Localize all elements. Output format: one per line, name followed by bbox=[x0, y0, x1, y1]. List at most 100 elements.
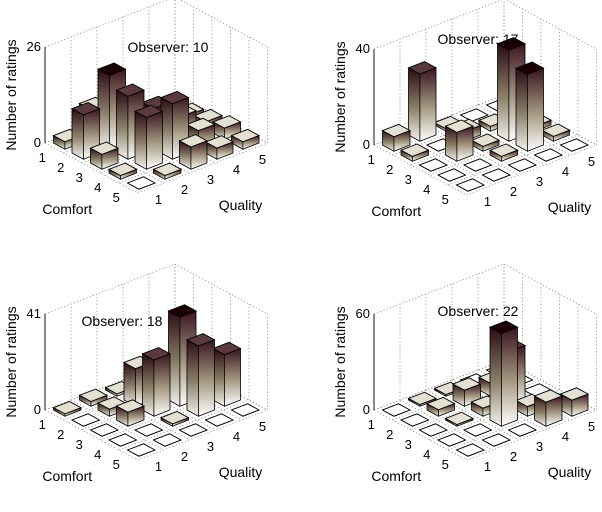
x-axis-label: Comfort bbox=[42, 468, 92, 484]
x-axis-label: Comfort bbox=[371, 203, 421, 219]
y-tick-label: 5 bbox=[259, 152, 266, 167]
z-tick-label: 26 bbox=[27, 39, 41, 54]
bar-comfort-5-quality-5 bbox=[230, 128, 261, 150]
bar-comfort-5-quality-4 bbox=[204, 413, 235, 427]
y-tick-label: 1 bbox=[155, 459, 162, 474]
bar-comfort-5-quality-1 bbox=[455, 443, 486, 457]
y-axis-label: Quality bbox=[219, 197, 263, 213]
chart-title: Observer: 17 bbox=[438, 31, 519, 47]
bar-comfort-1-quality-1 bbox=[381, 123, 412, 152]
x-tick-label: 3 bbox=[405, 437, 412, 452]
z-axis-label: Number of ratings bbox=[3, 306, 19, 417]
y-tick-label: 4 bbox=[233, 162, 240, 177]
bar-comfort-3-quality-1 bbox=[418, 423, 449, 437]
y-tick-label: 4 bbox=[233, 429, 240, 444]
bar-comfort-4-quality-3 bbox=[488, 143, 519, 162]
bar-comfort-5-quality-1 bbox=[126, 176, 157, 190]
x-tick-label: 2 bbox=[386, 427, 393, 442]
bar-comfort-3-quality-3 bbox=[470, 133, 501, 152]
bar-comfort-5-quality-4 bbox=[533, 389, 564, 427]
bar-comfort-5-quality-4 bbox=[204, 135, 235, 160]
z-tick-label: 0 bbox=[34, 135, 41, 150]
bar-comfort-4-quality-2 bbox=[133, 104, 164, 170]
y-tick-label: 2 bbox=[181, 449, 188, 464]
bar-comfort-4-quality-1 bbox=[107, 433, 138, 447]
y-tick-label: 3 bbox=[536, 439, 543, 454]
y-tick-label: 3 bbox=[536, 174, 543, 189]
bar-comfort-5-quality-1 bbox=[126, 443, 157, 457]
bar-comfort-1-quality-2 bbox=[78, 388, 109, 407]
bar-comfort-2-quality-1 bbox=[70, 413, 101, 427]
bar-comfort-3-quality-1 bbox=[89, 423, 120, 437]
y-tick-label: 2 bbox=[510, 449, 517, 464]
bar-comfort-4-quality-1 bbox=[436, 168, 467, 182]
x-tick-label: 4 bbox=[423, 447, 430, 462]
bar-comfort-5-quality-4 bbox=[533, 148, 564, 162]
bars bbox=[52, 62, 261, 190]
y-tick-label: 5 bbox=[588, 419, 595, 434]
x-tick-label: 3 bbox=[76, 437, 83, 452]
bar-comfort-5-quality-2 bbox=[481, 168, 512, 182]
x-tick-label: 5 bbox=[113, 190, 120, 205]
bars bbox=[381, 320, 590, 457]
x-tick-label: 3 bbox=[76, 170, 83, 185]
bar-comfort-5-quality-3 bbox=[507, 423, 538, 437]
x-axis-label: Comfort bbox=[371, 468, 421, 484]
y-tick-label: 2 bbox=[181, 182, 188, 197]
chart-title: Observer: 10 bbox=[128, 39, 209, 55]
bar-comfort-4-quality-2 bbox=[462, 423, 493, 437]
z-tick-label: 0 bbox=[363, 137, 370, 152]
chart-title: Observer: 18 bbox=[82, 313, 163, 329]
x-tick-label: 1 bbox=[368, 152, 375, 167]
y-tick-label: 1 bbox=[484, 194, 491, 209]
z-axis-label: Number of ratings bbox=[3, 39, 19, 150]
y-tick-label: 4 bbox=[562, 164, 569, 179]
bar-comfort-4-quality-2 bbox=[462, 158, 493, 172]
bar-comfort-5-quality-1 bbox=[455, 178, 486, 192]
bar-comfort-3-quality-2 bbox=[115, 399, 146, 427]
y-tick-label: 1 bbox=[484, 459, 491, 474]
bar-comfort-2-quality-1 bbox=[399, 143, 430, 162]
bar-comfort-4-quality-4 bbox=[185, 333, 216, 417]
bar-comfort-1-quality-1 bbox=[381, 403, 412, 417]
bar-comfort-3-quality-2 bbox=[444, 119, 475, 162]
bar-comfort-4-quality-4 bbox=[514, 61, 545, 152]
y-tick-label: 5 bbox=[588, 154, 595, 169]
z-tick-label: 60 bbox=[356, 306, 370, 321]
x-axis-label: Comfort bbox=[42, 201, 92, 217]
chart-title: Observer: 22 bbox=[438, 303, 519, 319]
bar-comfort-5-quality-2 bbox=[152, 433, 183, 447]
bars bbox=[52, 304, 261, 457]
bar-comfort-5-quality-5 bbox=[559, 387, 590, 417]
bar-comfort-1-quality-2 bbox=[407, 391, 438, 407]
x-tick-label: 2 bbox=[386, 162, 393, 177]
x-tick-label: 5 bbox=[442, 457, 449, 472]
y-tick-label: 2 bbox=[510, 184, 517, 199]
bar-comfort-3-quality-2 bbox=[444, 411, 475, 427]
y-axis-label: Quality bbox=[548, 464, 592, 480]
z-axis-label: Number of ratings bbox=[332, 41, 348, 152]
x-tick-label: 5 bbox=[442, 192, 449, 207]
bar-comfort-5-quality-3 bbox=[178, 134, 209, 170]
bars bbox=[381, 37, 590, 192]
x-tick-label: 4 bbox=[94, 447, 101, 462]
y-tick-label: 3 bbox=[207, 439, 214, 454]
bar-comfort-4-quality-1 bbox=[436, 433, 467, 447]
bar-comfort-5-quality-5 bbox=[559, 138, 590, 152]
x-tick-label: 1 bbox=[39, 150, 46, 165]
y-axis-label: Quality bbox=[219, 464, 263, 480]
bar-comfort-1-quality-2 bbox=[407, 61, 438, 142]
x-tick-label: 1 bbox=[368, 417, 375, 432]
bar-comfort-4-quality-2 bbox=[133, 423, 164, 437]
y-axis-label: Quality bbox=[548, 199, 592, 215]
bar-comfort-1-quality-1 bbox=[52, 401, 83, 417]
z-tick-label: 0 bbox=[363, 402, 370, 417]
z-tick-label: 40 bbox=[356, 41, 370, 56]
x-tick-label: 4 bbox=[423, 182, 430, 197]
bar-comfort-5-quality-2 bbox=[481, 433, 512, 447]
